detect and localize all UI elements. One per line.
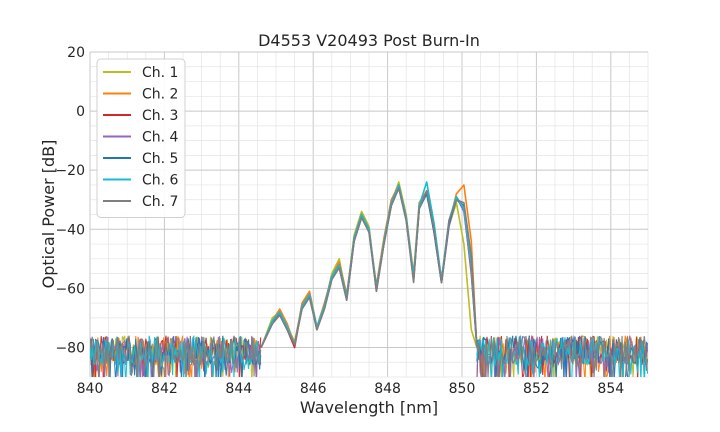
x-tick-label: 844 bbox=[225, 381, 252, 397]
noise-trace bbox=[90, 335, 262, 377]
noise-floor bbox=[90, 334, 648, 377]
y-tick-label: 20 bbox=[67, 45, 85, 61]
y-tick-label: −40 bbox=[55, 222, 85, 238]
legend-entry: Ch. 7 bbox=[142, 194, 178, 210]
y-tick-label: −20 bbox=[55, 163, 85, 179]
x-axis-label: Wavelength [nm] bbox=[300, 398, 438, 417]
x-tick-label: 848 bbox=[374, 381, 401, 397]
x-tick-label: 840 bbox=[77, 381, 104, 397]
legend-entry: Ch. 3 bbox=[142, 108, 178, 124]
chart-title: D4553 V20493 Post Burn-In bbox=[258, 31, 480, 50]
legend-entry: Ch. 6 bbox=[142, 173, 179, 189]
x-tick-label: 842 bbox=[151, 381, 178, 397]
y-tick-label: −60 bbox=[55, 281, 85, 297]
legend-entry: Ch. 5 bbox=[142, 151, 178, 167]
x-tick-label: 850 bbox=[449, 381, 476, 397]
series-lines bbox=[260, 181, 478, 349]
y-axis-label: Optical Power [dB] bbox=[39, 140, 58, 289]
noise-trace bbox=[90, 335, 262, 377]
x-tick-label: 854 bbox=[597, 381, 624, 397]
legend-entry: Ch. 1 bbox=[142, 65, 178, 81]
legend: Ch. 1 Ch. 2 Ch. 3 Ch. 4 Ch. 5 Ch. 6 Ch. 7 bbox=[96, 58, 186, 218]
legend-box bbox=[96, 58, 186, 218]
legend-entry: Ch. 2 bbox=[142, 87, 178, 103]
tick-labels: 840 842 844 846 848 850 852 854 20 0 −20 −40 −60 −80 bbox=[55, 45, 624, 397]
x-tick-label: 846 bbox=[300, 381, 327, 397]
x-tick-label: 852 bbox=[523, 381, 550, 397]
y-tick-label: −80 bbox=[55, 340, 85, 356]
series-line bbox=[260, 187, 478, 348]
noise-trace bbox=[476, 335, 648, 377]
y-tick-label: 0 bbox=[76, 104, 85, 120]
legend-entry: Ch. 4 bbox=[142, 130, 179, 146]
